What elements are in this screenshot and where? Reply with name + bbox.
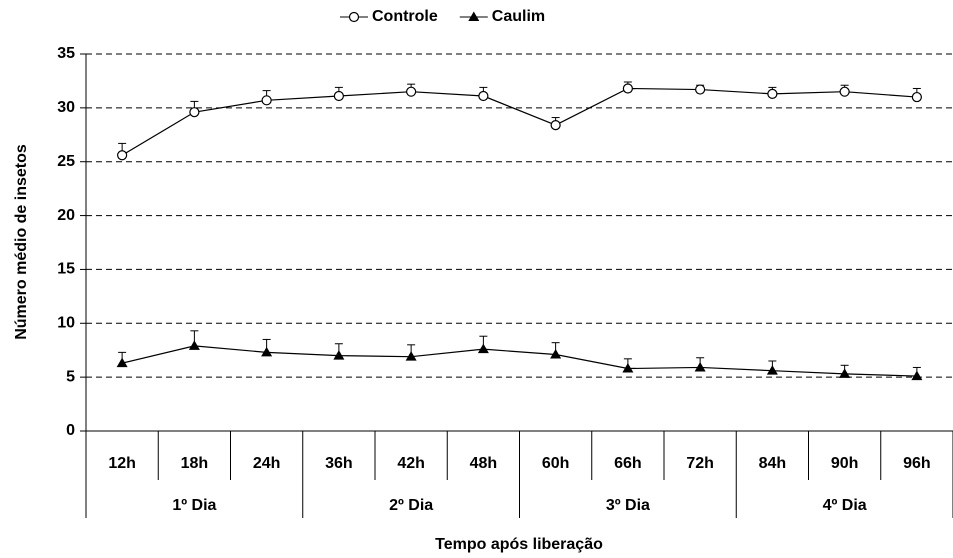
x-tick-label: 12h (108, 455, 136, 472)
data-point (622, 83, 633, 94)
y-tick-label: 20 (57, 207, 75, 224)
x-tick-label: 18h (181, 455, 209, 472)
data-point (622, 363, 634, 373)
legend-label: Caulim (492, 8, 545, 25)
x-tick-label: 90h (831, 455, 859, 472)
data-point (189, 107, 200, 118)
data-point (261, 346, 273, 357)
x-tick-label: 24h (253, 455, 281, 472)
data-point (695, 84, 706, 95)
data-point (405, 351, 417, 361)
y-tick-label: 10 (57, 315, 75, 332)
legend-marker (468, 11, 480, 21)
data-point (116, 357, 128, 368)
x-tick-label: 66h (614, 455, 642, 472)
y-tick-label: 15 (57, 261, 75, 278)
y-tick-label: 0 (66, 422, 75, 439)
x-tick-label: 60h (542, 455, 570, 472)
data-point (477, 343, 489, 354)
y-axis-title: Número médio de insetos (13, 144, 30, 340)
legend-marker (348, 11, 360, 23)
data-point (767, 88, 778, 99)
data-point (406, 86, 417, 97)
data-point (261, 95, 272, 106)
group-label: 3º Dia (606, 497, 650, 514)
y-tick-label: 5 (66, 368, 75, 385)
x-tick-label: 42h (397, 455, 425, 472)
x-axis-title: Tempo após liberação (435, 536, 603, 553)
data-point (911, 91, 922, 103)
x-tick-label: 36h (325, 455, 353, 472)
y-tick-label: 30 (57, 99, 75, 116)
x-tick-label: 96h (903, 455, 931, 472)
data-point (478, 90, 489, 102)
x-tick-label: 84h (759, 455, 787, 472)
y-tick-label: 35 (57, 45, 75, 62)
group-label: 1º Dia (172, 497, 216, 514)
group-label: 4º Dia (823, 497, 867, 514)
x-tick-label: 48h (470, 455, 498, 472)
group-label: 2º Dia (389, 497, 433, 514)
data-point (188, 340, 200, 350)
data-point (550, 349, 562, 359)
data-point (333, 350, 345, 360)
data-point (694, 361, 706, 372)
data-point (839, 86, 850, 97)
data-point (550, 119, 561, 131)
x-tick-label: 72h (686, 455, 714, 472)
data-point (117, 150, 128, 161)
data-point (911, 370, 923, 381)
series-line (121, 87, 917, 156)
legend-label: Controle (372, 8, 438, 25)
y-tick-label: 25 (57, 153, 75, 170)
data-point (333, 90, 344, 102)
data-point (766, 365, 778, 375)
data-point (839, 368, 851, 378)
series-line (121, 345, 917, 377)
